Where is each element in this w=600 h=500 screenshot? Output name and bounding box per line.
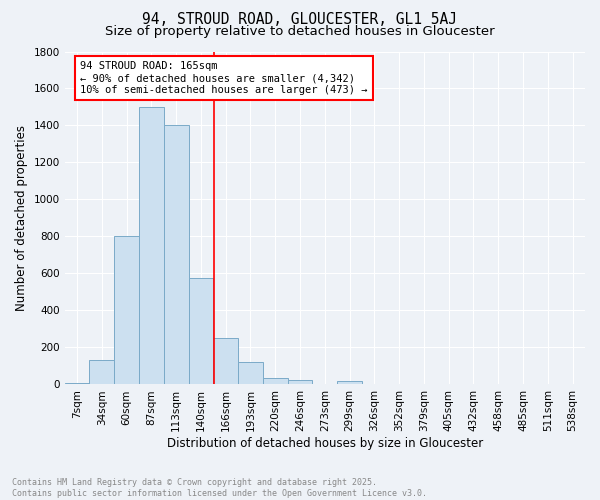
Text: Size of property relative to detached houses in Gloucester: Size of property relative to detached ho… <box>105 25 495 38</box>
Bar <box>65 382 89 384</box>
Bar <box>238 362 263 384</box>
Bar <box>214 338 238 384</box>
Bar <box>114 236 139 384</box>
Bar <box>164 126 188 384</box>
Text: Contains HM Land Registry data © Crown copyright and database right 2025.
Contai: Contains HM Land Registry data © Crown c… <box>12 478 427 498</box>
X-axis label: Distribution of detached houses by size in Gloucester: Distribution of detached houses by size … <box>167 437 483 450</box>
Text: 94, STROUD ROAD, GLOUCESTER, GL1 5AJ: 94, STROUD ROAD, GLOUCESTER, GL1 5AJ <box>143 12 458 28</box>
Bar <box>287 380 313 384</box>
Bar <box>337 381 362 384</box>
Y-axis label: Number of detached properties: Number of detached properties <box>15 125 28 311</box>
Bar <box>89 360 114 384</box>
Bar <box>263 378 287 384</box>
Text: 94 STROUD ROAD: 165sqm
← 90% of detached houses are smaller (4,342)
10% of semi-: 94 STROUD ROAD: 165sqm ← 90% of detached… <box>80 62 368 94</box>
Bar <box>139 107 164 384</box>
Bar <box>188 278 214 384</box>
